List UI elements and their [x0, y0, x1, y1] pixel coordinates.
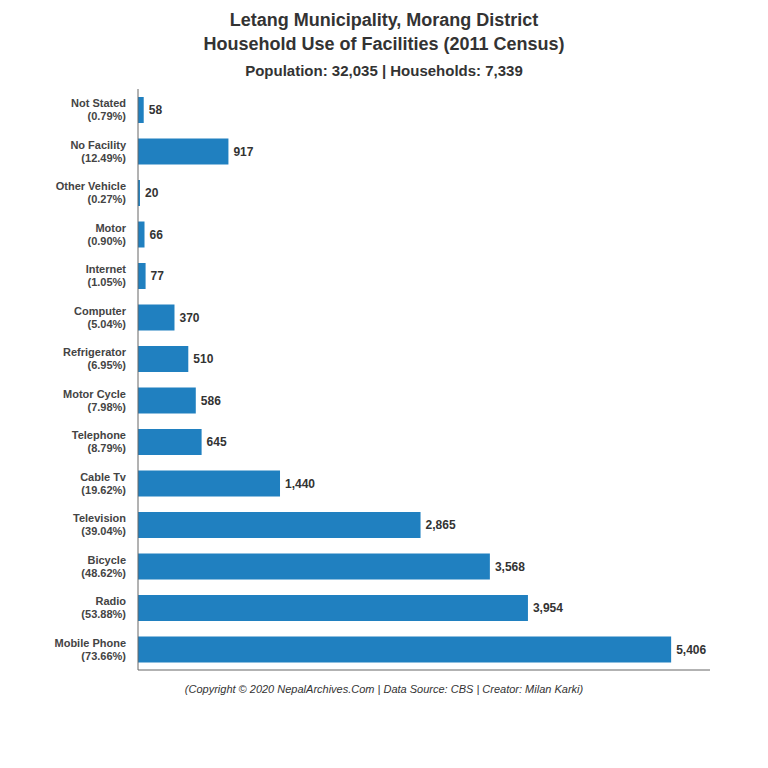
svg-text:66: 66: [150, 228, 164, 242]
svg-text:Computer(5.04%): Computer(5.04%): [74, 305, 127, 330]
svg-text:2,865: 2,865: [426, 518, 456, 532]
svg-text:586: 586: [201, 394, 221, 408]
svg-text:Television(39.04%): Television(39.04%): [73, 512, 126, 537]
svg-text:Refrigerator(6.95%): Refrigerator(6.95%): [63, 346, 127, 371]
svg-text:Radio(53.88%): Radio(53.88%): [81, 595, 126, 620]
svg-text:Not Stated(0.79%): Not Stated(0.79%): [71, 97, 126, 122]
svg-text:Motor(0.90%): Motor(0.90%): [87, 222, 126, 247]
svg-text:Internet(1.05%): Internet(1.05%): [86, 263, 127, 288]
svg-text:370: 370: [179, 311, 199, 325]
svg-text:Mobile Phone(73.66%): Mobile Phone(73.66%): [55, 637, 127, 662]
html-text:Population: 32,035 | Household: Population: 32,035 | Households: 7,339: [245, 62, 523, 79]
svg-text:3,568: 3,568: [495, 560, 525, 574]
svg-text:No Facility(12.49%): No Facility(12.49%): [70, 139, 127, 164]
html-text:Household Use of Facilities (2: Household Use of Facilities (2011 Census…: [203, 34, 565, 54]
svg-text:20: 20: [145, 186, 159, 200]
svg-text:77: 77: [151, 269, 165, 283]
svg-text:645: 645: [207, 435, 227, 449]
html-text:Letang Municipality, Morang Di: Letang Municipality, Morang District: [229, 10, 539, 30]
svg-text:510: 510: [193, 352, 213, 366]
svg-text:3,954: 3,954: [533, 601, 563, 615]
svg-text:Telephone(8.79%): Telephone(8.79%): [72, 429, 127, 454]
html-text:(Copyright © 2020 NepalArchive: (Copyright © 2020 NepalArchives.Com | Da…: [184, 683, 584, 695]
svg-text:Bicycle(48.62%): Bicycle(48.62%): [81, 554, 126, 579]
svg-text:58: 58: [149, 103, 163, 117]
svg-text:Cable Tv(19.62%): Cable Tv(19.62%): [80, 471, 127, 496]
svg-text:5,406: 5,406: [676, 643, 706, 657]
svg-text:917: 917: [233, 145, 253, 159]
svg-text:Motor Cycle(7.98%): Motor Cycle(7.98%): [63, 388, 126, 413]
svg-text:Other Vehicle(0.27%): Other Vehicle(0.27%): [56, 180, 127, 205]
svg-text:1,440: 1,440: [285, 477, 315, 491]
